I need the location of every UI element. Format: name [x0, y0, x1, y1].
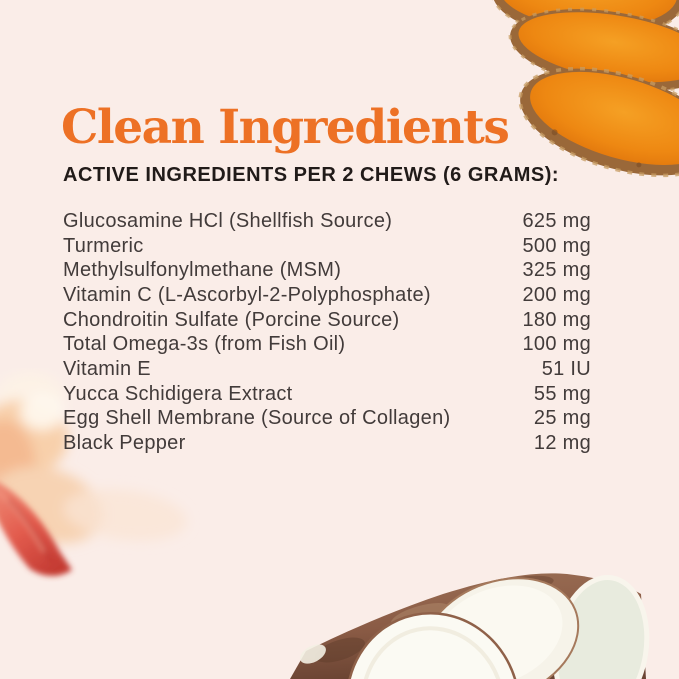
ingredient-name: Vitamin E — [63, 357, 151, 380]
ingredient-name: Chondroitin Sulfate (Porcine Source) — [63, 308, 400, 331]
ingredient-amount: 625 mg — [522, 209, 591, 232]
ingredient-amount: 12 mg — [533, 432, 591, 455]
ingredient-row: Methylsulfonylmethane (MSM) 325 mg — [63, 258, 591, 283]
active-ingredients-heading: ACTIVE INGREDIENTS PER 2 CHEWS (6 GRAMS)… — [63, 163, 560, 186]
ingredient-amount: 25 mg — [533, 407, 591, 430]
turmeric-slice-middle — [508, 7, 679, 93]
ingredient-amount: 325 mg — [522, 259, 591, 282]
ingredient-row: Turmeric 500 mg — [63, 234, 591, 259]
ingredient-name: Total Omega-3s (from Fish Oil) — [63, 333, 346, 356]
ingredient-row: Egg Shell Membrane (Source of Collagen) … — [63, 407, 591, 432]
ingredient-list: Glucosamine HCl (Shellfish Source) 625 m… — [63, 209, 591, 456]
ingredient-name: Black Pepper — [63, 432, 186, 455]
ingredient-row: Black Pepper 12 mg — [63, 431, 591, 456]
yucca-cut-end — [552, 575, 650, 679]
ingredient-name: Turmeric — [63, 234, 144, 257]
ingredient-amount: 100 mg — [522, 333, 591, 356]
ingredient-row: Yucca Schidigera Extract 55 mg — [63, 382, 591, 407]
ingredient-row: Chondroitin Sulfate (Porcine Source) 180… — [63, 308, 591, 333]
ingredient-amount: 51 IU — [541, 357, 591, 380]
ingredient-row: Total Omega-3s (from Fish Oil) 100 mg — [63, 332, 591, 357]
page-title: Clean Ingredients — [61, 100, 510, 156]
yucca-bark — [290, 573, 646, 679]
yucca-slice-front — [345, 612, 521, 679]
ingredient-row: Vitamin C (L-Ascorbyl-2-Polyphosphate) 2… — [63, 283, 591, 308]
yucca-root-image — [290, 573, 650, 679]
ingredient-amount: 55 mg — [533, 382, 591, 405]
ingredient-row: Vitamin E 51 IU — [63, 357, 591, 382]
turmeric-slice-top — [490, 0, 679, 40]
ingredient-row: Glucosamine HCl (Shellfish Source) 625 m… — [63, 209, 591, 234]
turmeric-slices-image — [490, 0, 679, 178]
ingredient-amount: 180 mg — [522, 308, 591, 331]
shrimp-tail — [0, 483, 72, 576]
ingredient-name: Egg Shell Membrane (Source of Collagen) — [63, 407, 451, 430]
ingredient-amount: 500 mg — [522, 234, 591, 257]
yucca-slice-back — [420, 577, 580, 679]
ingredient-name: Vitamin C (L-Ascorbyl-2-Polyphosphate) — [63, 283, 431, 306]
ingredient-amount: 200 mg — [522, 283, 591, 306]
ingredient-name: Glucosamine HCl (Shellfish Source) — [63, 209, 393, 232]
ingredient-name: Yucca Schidigera Extract — [63, 382, 293, 405]
ingredient-name: Methylsulfonylmethane (MSM) — [63, 259, 342, 282]
